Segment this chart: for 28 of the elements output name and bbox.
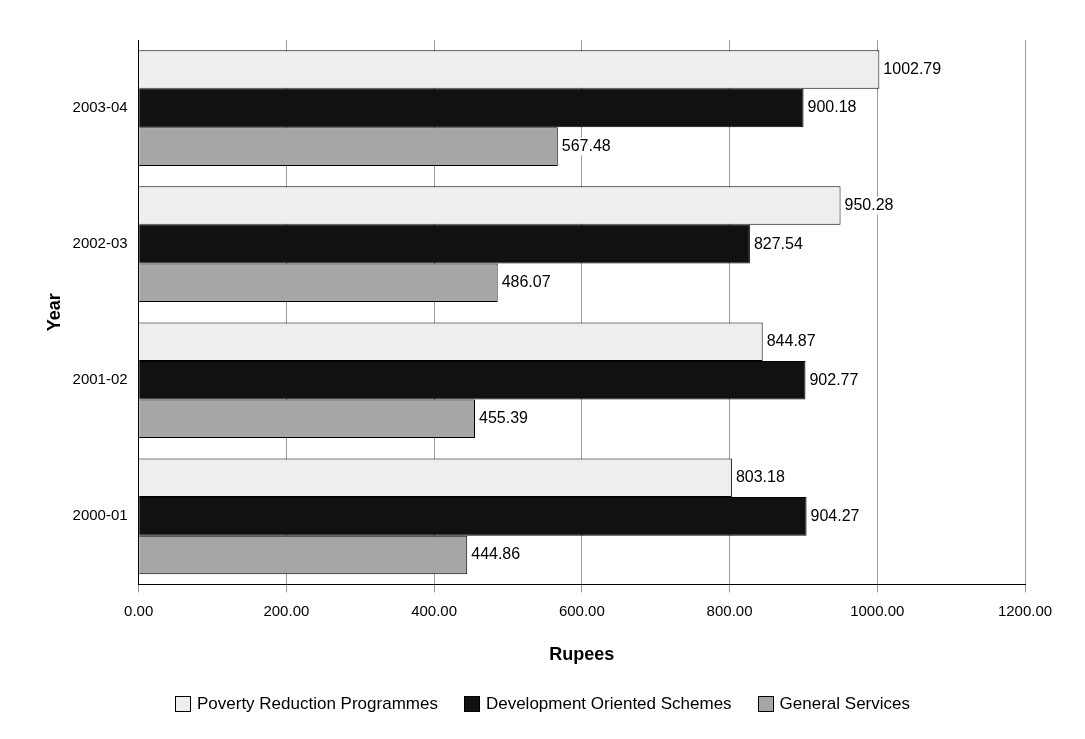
data-label: 844.87 [766,332,816,350]
x-tick-label: 1200.00 [997,601,1053,619]
data-label: 803.18 [735,468,785,486]
y-tick-label: 2003-04 [72,98,128,116]
data-label: 904.27 [810,506,860,524]
legend-label: General Services [779,694,910,714]
legend-label: Development Oriented Schemes [485,694,732,714]
data-label: 950.28 [844,195,894,213]
x-tick-label: 600.00 [558,601,605,619]
x-tick-label: 200.00 [263,601,310,619]
x-tick-label: 800.00 [706,601,753,619]
x-tick-label: 0.00 [124,601,154,619]
data-label: 827.54 [753,234,803,252]
data-label: 1002.79 [883,59,942,77]
data-label: 486.07 [501,273,551,291]
data-label: 902.77 [809,370,859,388]
data-label: 567.48 [561,137,611,155]
x-axis-title: Rupees [549,644,615,665]
y-axis-title: Year [43,293,64,332]
data-label: 900.18 [807,98,857,116]
x-tick-label: 1000.00 [850,601,905,619]
legend-label: Poverty Reduction Programmes [196,694,438,714]
y-tick-label: 2000-01 [72,506,128,524]
data-label: 444.86 [471,545,521,563]
data-label: 455.39 [479,409,529,427]
y-tick-label: 2002-03 [72,234,128,252]
y-tick-label: 2001-02 [72,370,128,388]
x-tick-label: 400.00 [411,601,458,619]
